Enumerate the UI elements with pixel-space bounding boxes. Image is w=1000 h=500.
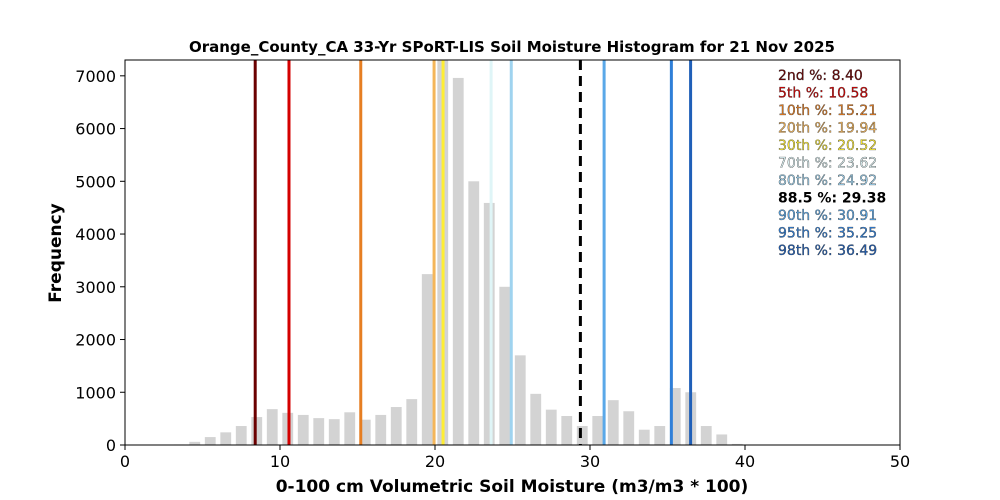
x-axis-ticks: 0 10 20 30 40 50 [120, 445, 910, 471]
histogram-bar [669, 388, 681, 445]
y-tick-label: 6000 [75, 120, 116, 139]
legend-entry: 20th %: 19.94 [778, 121, 877, 137]
histogram-bar [545, 409, 557, 445]
legend-entry: 10th %: 15.21 [778, 103, 877, 119]
histogram-bar [561, 415, 573, 445]
chart-title: Orange_County_CA 33-Yr SPoRT-LIS Soil Mo… [189, 38, 835, 56]
histogram-bar [576, 426, 588, 445]
percentile-lines-layer [253, 60, 693, 445]
histogram-bar [328, 419, 340, 445]
histogram-bar [359, 419, 371, 445]
legend-entry: 90th %: 30.91 [778, 208, 877, 224]
histogram-bar [468, 181, 480, 445]
legend-entry: 80th %: 24.92 [778, 173, 877, 189]
x-tick-label: 10 [270, 452, 290, 471]
histogram-bar [375, 414, 387, 445]
histogram-bar [421, 274, 433, 445]
histogram-bar [344, 412, 356, 445]
histogram-bar [452, 77, 464, 445]
x-axis-label: 0-100 cm Volumetric Soil Moisture (m3/m3… [276, 477, 749, 497]
bars-layer [173, 60, 743, 445]
histogram-bar [654, 426, 666, 445]
histogram-bar [266, 409, 278, 445]
y-tick-label: 3000 [75, 278, 116, 297]
histogram-bar [390, 407, 402, 445]
legend-entry: 5th %: 10.58 [778, 86, 868, 102]
histogram-bar [220, 432, 232, 445]
histogram-bar [406, 399, 418, 445]
y-tick-label: 0 [106, 436, 116, 455]
histogram-bar [235, 426, 247, 445]
legend-entry: 95th %: 35.25 [778, 226, 877, 242]
legend-entry: 98th %: 36.49 [778, 243, 877, 259]
legend-entry: 2nd %: 8.40 [778, 68, 863, 84]
histogram-bar [592, 415, 604, 445]
histogram-bar [204, 437, 216, 445]
x-tick-label: 0 [120, 452, 130, 471]
y-tick-label: 2000 [75, 331, 116, 350]
histogram-bar [607, 400, 619, 445]
histogram-bar [514, 355, 526, 445]
histogram-bar [483, 202, 495, 445]
histogram-bar [313, 418, 325, 445]
x-tick-label: 20 [425, 452, 445, 471]
y-tick-label: 7000 [75, 67, 116, 86]
y-tick-label: 1000 [75, 383, 116, 402]
histogram-bar [731, 443, 743, 445]
histogram-bar [623, 411, 635, 445]
histogram-bar [700, 426, 712, 445]
x-tick-label: 40 [735, 452, 755, 471]
y-axis-label: Frequency [46, 203, 66, 303]
histogram-bar [530, 393, 542, 445]
histogram-bar [638, 429, 650, 445]
y-axis-ticks: 0 1000 2000 3000 4000 5000 6000 7000 [75, 67, 125, 455]
y-tick-label: 4000 [75, 225, 116, 244]
legend-entry: 88.5 %: 29.38 [778, 191, 886, 207]
x-tick-label: 30 [580, 452, 600, 471]
plot-frame [124, 59, 901, 446]
y-tick-label: 5000 [75, 172, 116, 191]
histogram-bar [716, 434, 728, 445]
histogram-bar [499, 286, 511, 445]
legend-entry: 30th %: 20.52 [778, 138, 877, 154]
x-tick-label: 50 [890, 452, 910, 471]
histogram-bar [251, 417, 263, 445]
histogram-bar [297, 414, 309, 445]
histogram-bar [189, 441, 201, 445]
legend-entry: 70th %: 23.62 [778, 156, 877, 172]
